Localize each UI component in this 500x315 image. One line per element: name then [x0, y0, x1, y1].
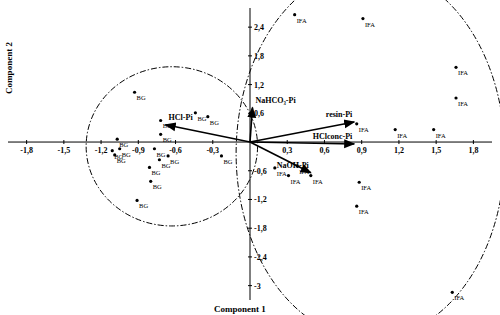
x-tick-label: 1,5	[431, 146, 441, 155]
x-tick	[473, 140, 474, 144]
point-label: BG	[137, 94, 146, 101]
x-tick	[436, 140, 437, 144]
point-label: IFA	[458, 69, 468, 76]
loading-label: HClconc-Pi	[313, 132, 353, 141]
y-tick-label: 1,8	[254, 52, 264, 61]
x-tick-label: -0,3	[206, 146, 219, 155]
y-tick	[248, 170, 252, 171]
point-label: IFA	[397, 132, 407, 139]
x-tick	[101, 140, 102, 144]
y-tick-label: -1,2	[254, 195, 267, 204]
loading-label: HCl-Pi	[169, 113, 194, 122]
point-label: BG	[151, 169, 160, 176]
x-tick-label: 0,9	[357, 146, 367, 155]
point-label: IFA	[277, 170, 287, 177]
y-axis	[250, 8, 251, 300]
y-tick	[248, 199, 252, 200]
point-label: BG	[210, 119, 219, 126]
point-label: IFA	[297, 17, 307, 24]
point-label: IFA	[313, 178, 323, 185]
point-label: IFA	[359, 208, 369, 215]
y-tick	[248, 55, 252, 56]
x-tick-label: 0,3	[282, 146, 292, 155]
group-outline	[236, 0, 500, 315]
x-tick-label: 0,6	[319, 146, 329, 155]
point-label: BG	[223, 158, 232, 165]
x-tick-label: 1,8	[468, 146, 478, 155]
point-label: BG	[153, 183, 162, 190]
x-tick-label: -0,9	[132, 146, 145, 155]
point-label: BG	[139, 202, 148, 209]
y-tick	[248, 84, 252, 85]
point-label: BG	[161, 162, 170, 169]
y-tick-label: 2,4	[254, 23, 264, 32]
point-label: IFA	[359, 126, 369, 133]
loading-arrow	[250, 122, 354, 142]
loading-label: NaOH-Pi	[277, 161, 310, 170]
point-label: BG	[119, 141, 128, 148]
point-label: BG	[163, 136, 172, 143]
vectors	[166, 108, 355, 173]
point-label: BG	[170, 158, 179, 165]
y-tick-label: -3	[254, 282, 261, 291]
x-tick-label: -0,6	[169, 146, 182, 155]
x-tick	[212, 140, 213, 144]
y-tick-label: -1,8	[254, 224, 267, 233]
y-tick-label: 0,6	[254, 109, 264, 118]
point-label: BG	[156, 151, 165, 158]
point-labels: BGBGBGBGBGBGBGBGBGBGBGBGBGBGBGBGIFAIFAIF…	[114, 17, 468, 302]
point-label: IFA	[361, 184, 371, 191]
y-tick	[248, 256, 252, 257]
y-axis-label: Component 2	[4, 42, 14, 94]
chart: -1,8 -1,5 -1,2 -0,9 -0,6 -0,3 0,3 0,6 0,9 1,2 1,5 1…	[0, 0, 500, 315]
points	[111, 13, 458, 294]
point-label: BG	[197, 115, 206, 122]
point-label: IFA	[365, 21, 375, 28]
x-tick-label: -1,5	[58, 146, 71, 155]
x-tick-label: -1,8	[20, 146, 33, 155]
point-label: IFA	[454, 294, 464, 301]
loading-arrow	[250, 142, 354, 144]
y-tick	[248, 285, 252, 286]
y-tick	[248, 228, 252, 229]
x-tick-label: 1,2	[394, 146, 404, 155]
loading-label: NaHCO₃-Pi	[255, 96, 296, 105]
y-tick-label: -0,6	[254, 167, 267, 176]
x-axis-label: Component 1	[214, 304, 266, 314]
x-tick	[361, 140, 362, 144]
point-label: IFA	[458, 100, 468, 107]
y-tick	[248, 27, 252, 28]
x-tick	[138, 140, 139, 144]
point-label: IFA	[436, 132, 446, 139]
y-tick-label: 1,2	[254, 81, 264, 90]
point-label: BG	[117, 157, 126, 164]
group-outline	[86, 67, 257, 226]
x-tick	[175, 140, 176, 144]
x-tick	[398, 140, 399, 144]
loading-arrow	[250, 108, 252, 142]
x-tick-label: -1,2	[95, 146, 108, 155]
loading-label: resin-Pi	[326, 110, 353, 119]
loading-arrow	[250, 142, 311, 173]
loading-arrow	[166, 125, 250, 142]
x-tick	[26, 140, 27, 144]
x-tick	[63, 140, 64, 144]
point-label: IFA	[290, 178, 300, 185]
